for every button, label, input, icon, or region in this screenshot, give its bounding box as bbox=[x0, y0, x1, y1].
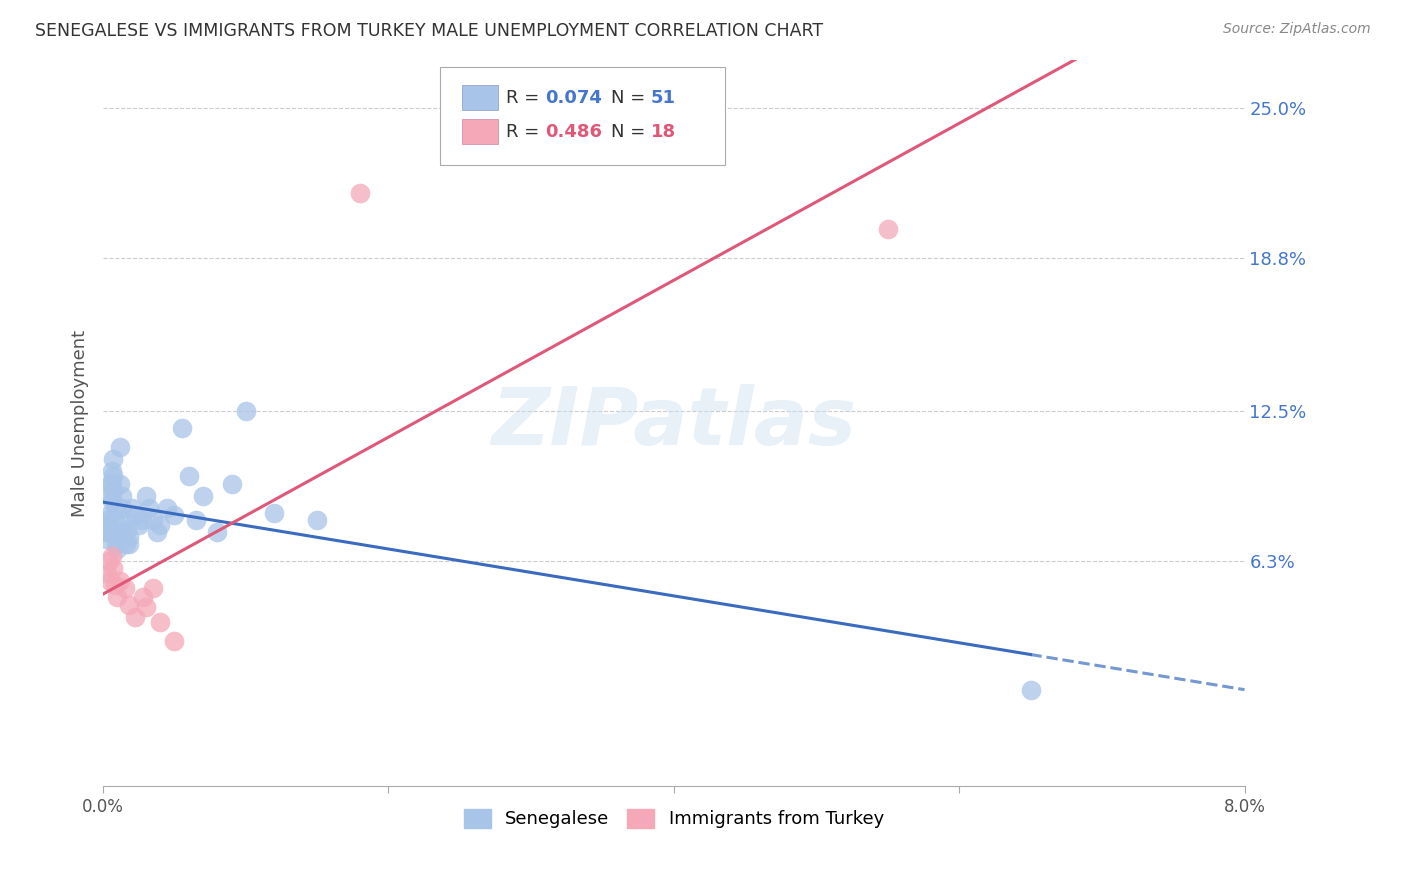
Point bbox=[146, 524, 169, 539]
Point bbox=[110, 476, 132, 491]
Point bbox=[103, 578, 125, 592]
Point bbox=[110, 440, 132, 454]
Point bbox=[177, 469, 200, 483]
Legend: Senegalese, Immigrants from Turkey: Senegalese, Immigrants from Turkey bbox=[457, 802, 891, 836]
Point bbox=[96, 566, 118, 581]
Point bbox=[170, 421, 193, 435]
Point bbox=[163, 634, 186, 648]
Point bbox=[98, 574, 121, 588]
Point bbox=[111, 489, 134, 503]
Point bbox=[132, 591, 155, 605]
Point bbox=[101, 483, 124, 498]
Text: N =: N = bbox=[612, 123, 651, 141]
Point bbox=[94, 533, 117, 547]
Point bbox=[101, 469, 124, 483]
Point bbox=[221, 476, 243, 491]
Point bbox=[101, 452, 124, 467]
Point bbox=[105, 527, 128, 541]
Y-axis label: Male Unemployment: Male Unemployment bbox=[72, 329, 89, 516]
Text: SENEGALESE VS IMMIGRANTS FROM TURKEY MALE UNEMPLOYMENT CORRELATION CHART: SENEGALESE VS IMMIGRANTS FROM TURKEY MAL… bbox=[35, 22, 824, 40]
Text: 0.486: 0.486 bbox=[546, 123, 602, 141]
Point bbox=[98, 489, 121, 503]
Text: Source: ZipAtlas.com: Source: ZipAtlas.com bbox=[1223, 22, 1371, 37]
Point bbox=[118, 530, 141, 544]
Point bbox=[100, 549, 122, 564]
Point bbox=[111, 500, 134, 515]
Point bbox=[112, 513, 135, 527]
Point bbox=[121, 500, 143, 515]
Point bbox=[207, 524, 229, 539]
Text: 18: 18 bbox=[651, 123, 676, 141]
Point bbox=[104, 524, 127, 539]
Point bbox=[103, 513, 125, 527]
Point bbox=[149, 615, 172, 629]
Point bbox=[96, 513, 118, 527]
Point bbox=[128, 517, 150, 532]
Point bbox=[307, 513, 329, 527]
Point bbox=[97, 508, 120, 522]
Point bbox=[100, 465, 122, 479]
Point bbox=[110, 574, 132, 588]
Point bbox=[114, 581, 136, 595]
Text: R =: R = bbox=[506, 89, 546, 107]
Point bbox=[105, 542, 128, 557]
Point bbox=[184, 513, 207, 527]
Point bbox=[263, 506, 285, 520]
Point bbox=[138, 500, 160, 515]
Point bbox=[1019, 682, 1042, 697]
Point bbox=[114, 524, 136, 539]
Point bbox=[876, 222, 898, 236]
Point bbox=[131, 513, 153, 527]
FancyBboxPatch shape bbox=[461, 85, 498, 110]
Point bbox=[135, 489, 157, 503]
Point bbox=[115, 537, 138, 551]
Point bbox=[156, 500, 179, 515]
Point bbox=[97, 554, 120, 568]
Point bbox=[117, 523, 139, 537]
Point bbox=[124, 508, 146, 522]
Point bbox=[163, 508, 186, 522]
Point bbox=[97, 517, 120, 532]
Point bbox=[124, 610, 146, 624]
Point bbox=[94, 524, 117, 539]
Point bbox=[98, 476, 121, 491]
Text: ZIPatlas: ZIPatlas bbox=[491, 384, 856, 462]
Point bbox=[104, 537, 127, 551]
Text: 51: 51 bbox=[651, 89, 676, 107]
Point bbox=[96, 524, 118, 539]
FancyBboxPatch shape bbox=[440, 67, 725, 165]
Point bbox=[235, 404, 257, 418]
FancyBboxPatch shape bbox=[461, 120, 498, 144]
Point bbox=[149, 517, 172, 532]
Point bbox=[142, 513, 165, 527]
Text: N =: N = bbox=[612, 89, 651, 107]
Point bbox=[118, 598, 141, 612]
Point bbox=[349, 186, 371, 200]
Point bbox=[135, 600, 157, 615]
Text: 0.074: 0.074 bbox=[546, 89, 602, 107]
Point bbox=[142, 581, 165, 595]
Text: R =: R = bbox=[506, 123, 546, 141]
Point bbox=[105, 591, 128, 605]
Point bbox=[103, 500, 125, 515]
Point bbox=[191, 489, 214, 503]
Point bbox=[100, 493, 122, 508]
Point bbox=[100, 476, 122, 491]
Point bbox=[118, 537, 141, 551]
Point bbox=[101, 561, 124, 575]
